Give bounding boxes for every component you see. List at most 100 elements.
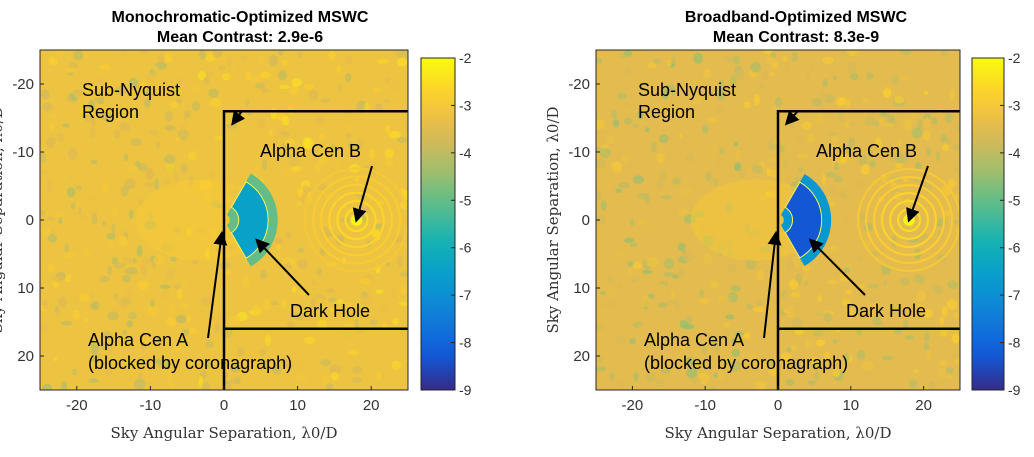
speckle <box>702 252 713 265</box>
speckle <box>784 173 792 182</box>
speckle <box>101 106 110 115</box>
speckle <box>746 303 753 310</box>
speckle <box>709 280 719 290</box>
speckle <box>624 65 631 75</box>
speckle <box>844 289 854 295</box>
speckle <box>864 115 875 126</box>
speckle <box>637 219 646 226</box>
colorbar-tick-label: -3 <box>1008 97 1021 113</box>
speckle <box>895 155 908 164</box>
speckle <box>156 359 164 365</box>
speckle <box>637 193 648 200</box>
speckle <box>62 123 71 128</box>
speckle <box>217 65 226 70</box>
speckle <box>96 78 103 87</box>
speckle <box>596 213 605 225</box>
speckle <box>764 191 772 197</box>
speckle <box>123 269 135 274</box>
speckle <box>106 174 115 181</box>
speckle <box>723 322 731 328</box>
speckle <box>748 71 757 78</box>
speckle <box>174 171 179 184</box>
speckle <box>691 92 703 105</box>
speckle <box>321 374 330 384</box>
left-title-line: Monochromatic-Optimized MSWC <box>111 9 369 26</box>
speckle <box>693 225 701 235</box>
speckle <box>288 157 300 166</box>
speckle <box>245 98 250 107</box>
speckle <box>598 357 603 363</box>
speckle <box>926 349 932 360</box>
annotation-label: Region <box>638 102 695 122</box>
speckle <box>41 383 53 390</box>
speckle <box>600 166 610 172</box>
speckle <box>173 341 182 353</box>
speckle <box>940 81 946 92</box>
speckle <box>874 266 883 276</box>
left-title: Monochromatic-Optimized MSWC Mean Contra… <box>40 8 440 48</box>
speckle <box>128 77 139 90</box>
speckle <box>352 223 358 236</box>
speckle <box>314 162 322 173</box>
speckle <box>107 311 119 321</box>
speckle <box>104 65 110 71</box>
speckle <box>662 90 669 100</box>
speckle <box>802 272 810 281</box>
speckle <box>113 293 119 301</box>
speckle <box>73 50 84 61</box>
annotation-arrow <box>255 238 310 296</box>
speckle <box>167 304 176 316</box>
speckle <box>733 92 738 100</box>
speckle <box>55 50 67 56</box>
speckle <box>163 177 170 190</box>
speckle <box>303 336 316 345</box>
speckle <box>298 360 304 369</box>
speckle <box>198 376 203 388</box>
speckle <box>734 330 744 337</box>
speckle <box>923 90 929 96</box>
speckle <box>953 312 960 320</box>
speckle <box>281 59 289 66</box>
speckle <box>83 51 88 60</box>
speckle <box>148 211 153 221</box>
speckle <box>940 133 947 142</box>
speckle <box>596 146 602 153</box>
speckle <box>762 72 768 81</box>
speckle <box>69 89 76 94</box>
speckle <box>330 307 340 312</box>
bright-region <box>135 179 269 261</box>
speckle <box>838 117 848 122</box>
speckle <box>905 335 915 340</box>
x-tick-label: 10 <box>289 397 306 414</box>
speckle <box>596 138 601 147</box>
speckle <box>58 217 63 224</box>
speckle <box>702 68 712 78</box>
speckle <box>878 321 885 327</box>
speckle <box>699 289 705 298</box>
speckle <box>785 379 795 386</box>
speckle <box>596 158 606 169</box>
y-tick-label: -10 <box>12 144 34 161</box>
speckle <box>685 316 693 324</box>
speckle <box>756 269 765 281</box>
speckle <box>280 130 291 137</box>
speckle <box>56 133 66 142</box>
speckle <box>330 372 340 381</box>
speckle <box>797 166 803 173</box>
speckle <box>88 378 99 383</box>
speckle <box>164 163 175 173</box>
speckle <box>234 376 241 385</box>
companion-ring <box>311 175 402 265</box>
speckle <box>684 154 695 162</box>
speckle <box>180 122 186 132</box>
speckle <box>199 180 212 191</box>
speckle <box>765 157 778 162</box>
speckle <box>940 50 949 57</box>
speckle <box>818 91 826 102</box>
speckle <box>347 349 359 356</box>
speckle <box>342 301 352 307</box>
speckle <box>142 311 147 320</box>
speckle <box>91 300 97 310</box>
speckle <box>813 330 824 337</box>
